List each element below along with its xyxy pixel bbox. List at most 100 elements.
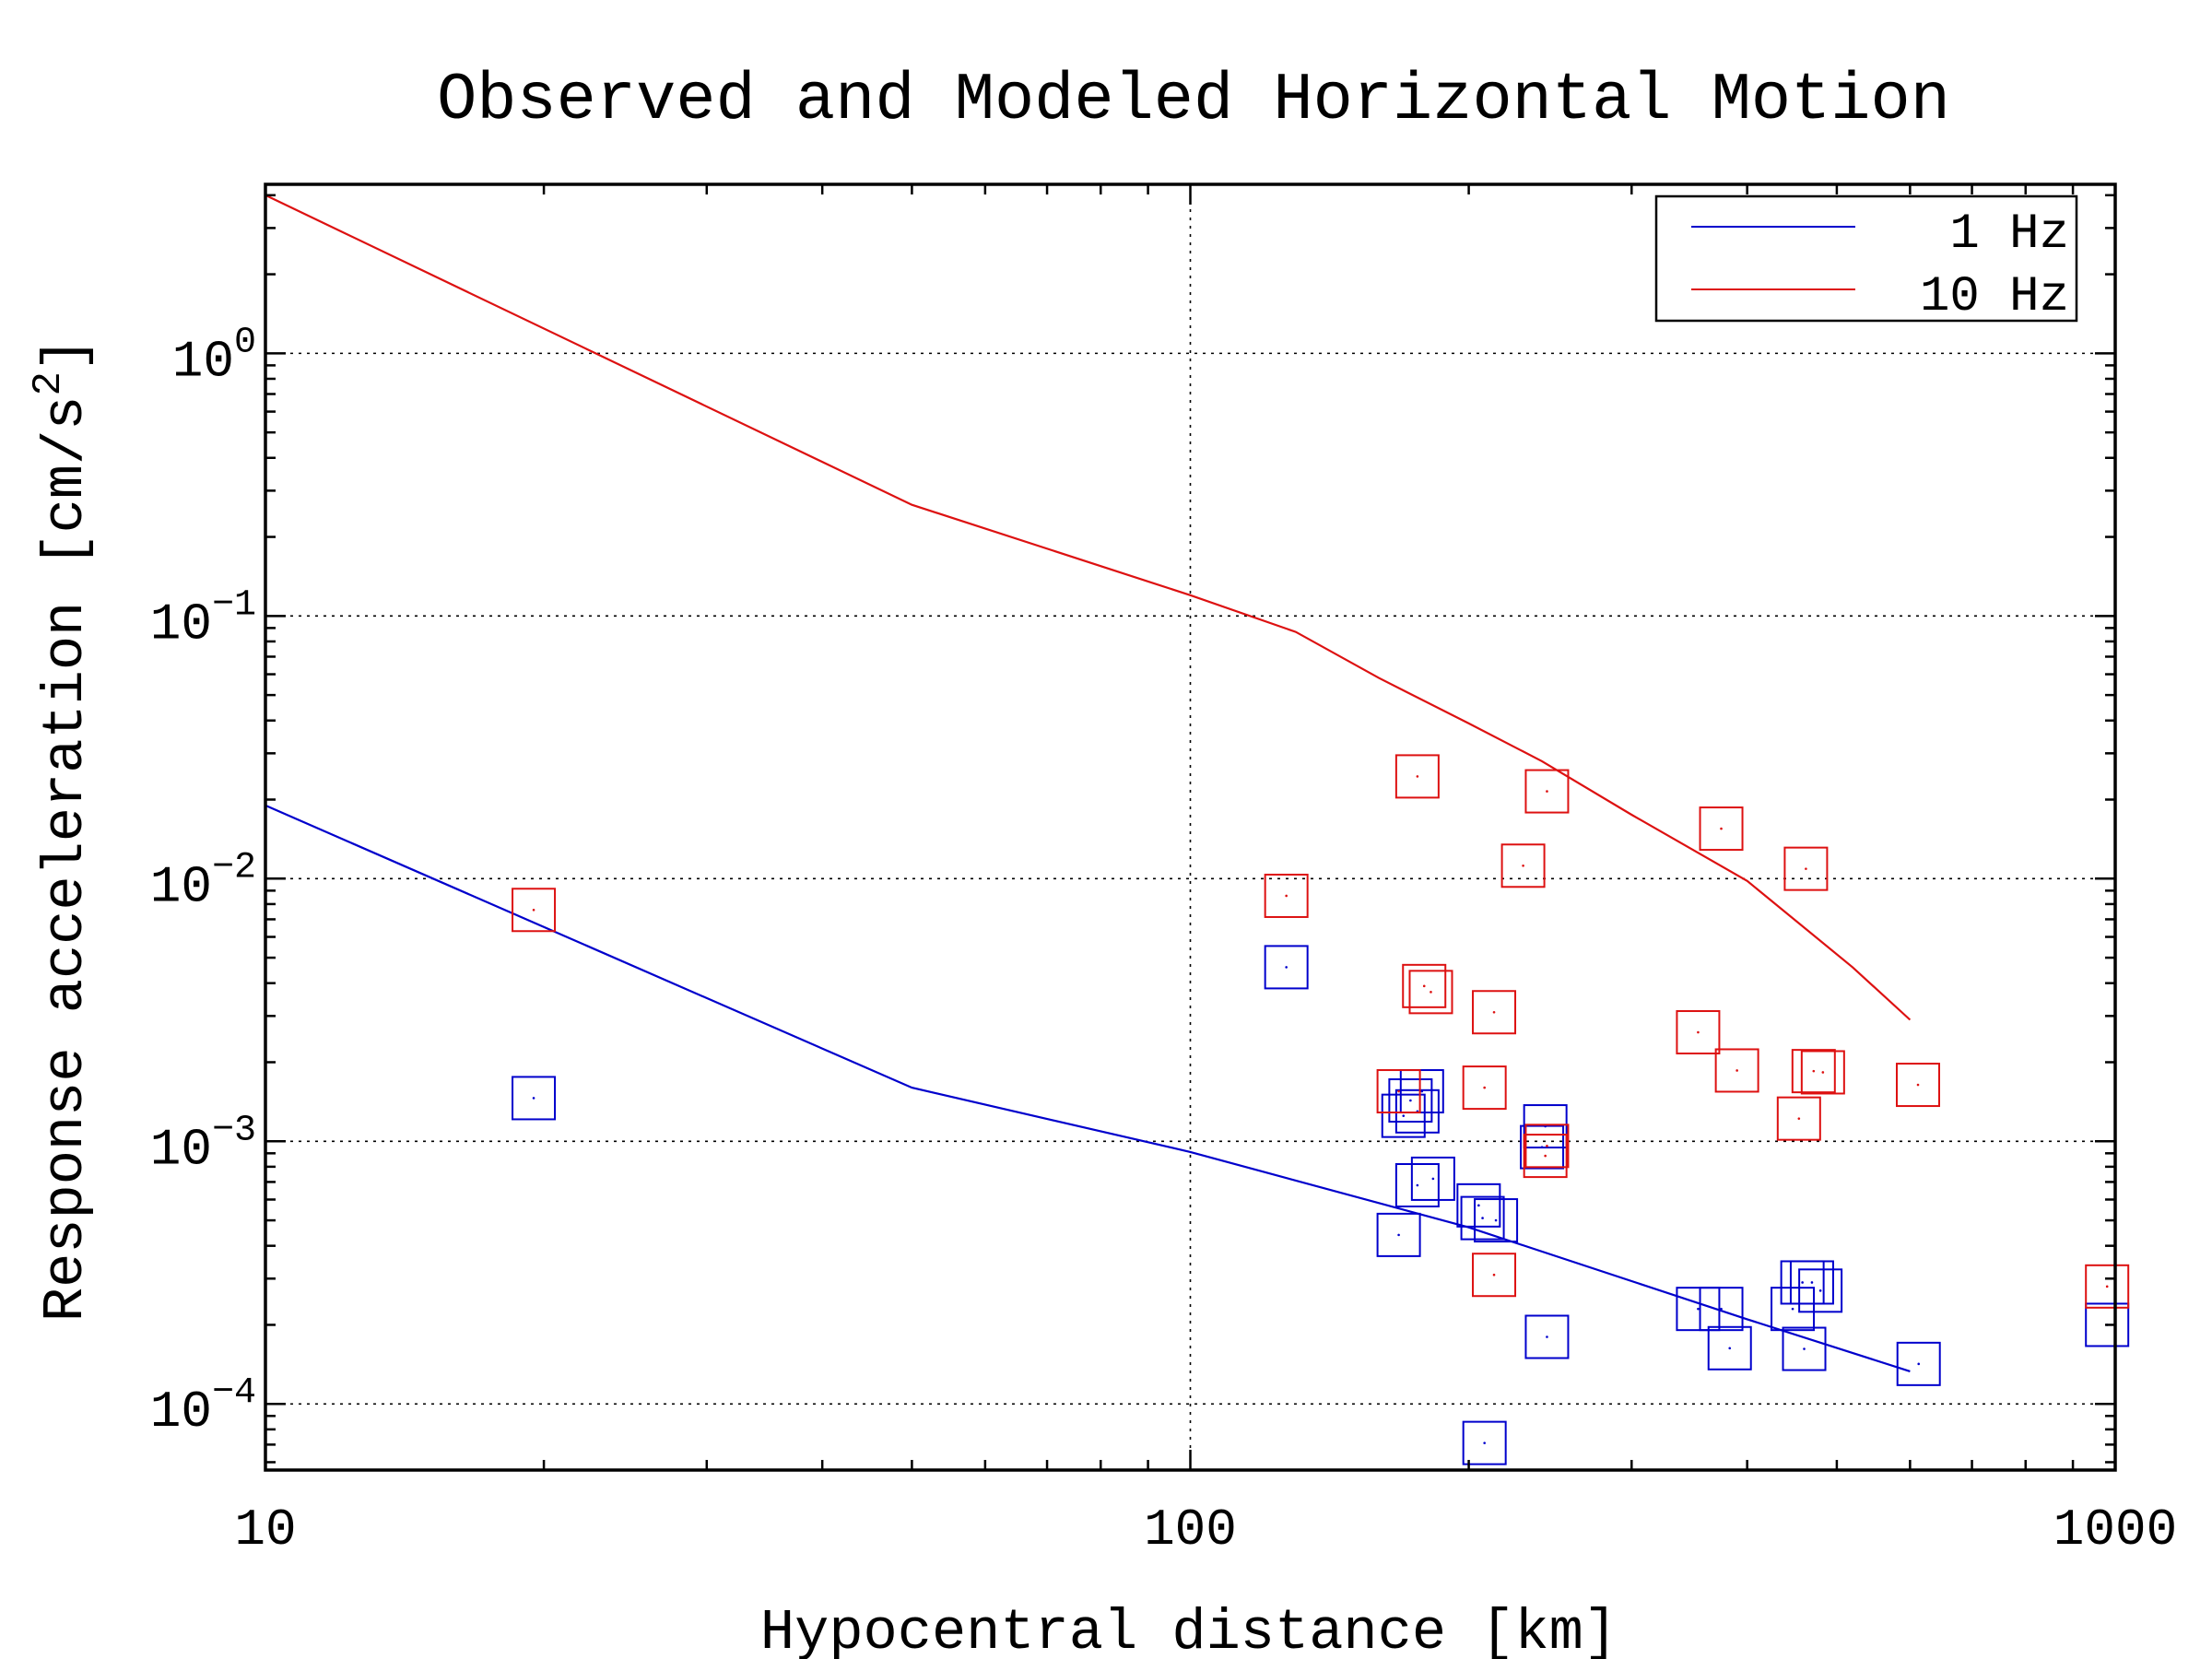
observation-center-dot (1803, 1347, 1806, 1350)
observation-center-dot (1546, 790, 1548, 793)
observation-point-10hz (1524, 1124, 1570, 1169)
observation-point-10hz (1394, 754, 1440, 799)
observation-point-1hz (512, 1076, 557, 1121)
y-tick-label-base: 10 (172, 332, 234, 391)
observation-center-dot (1397, 1233, 1400, 1237)
observation-point-10hz (1500, 843, 1546, 888)
observation-center-dot (1812, 1069, 1816, 1073)
observation-point-10hz (1783, 846, 1829, 891)
y-tick-label-base: 10 (150, 594, 212, 653)
observation-marker (1776, 1096, 1821, 1141)
y-axis-label-suffix: ] (33, 337, 99, 371)
observation-center-dot (1483, 1441, 1486, 1444)
observation-point-1hz (1410, 1156, 1455, 1201)
observation-center-dot (1801, 1281, 1804, 1284)
y-tick-label-base: 10 (150, 857, 212, 916)
observation-center-dot (1791, 1307, 1794, 1311)
observation-marker (1402, 963, 1447, 1008)
observation-marker (1783, 846, 1829, 891)
observation-marker (1394, 1088, 1440, 1134)
y-tick-label: 100 (172, 322, 256, 391)
x-tick-label: 100 (1144, 1500, 1237, 1559)
observation-center-dot (1402, 1114, 1406, 1117)
observation-center-dot (1810, 1281, 1814, 1284)
observation-center-dot (1697, 1307, 1700, 1311)
observation-center-dot (1546, 1335, 1548, 1338)
observation-point-10hz (1676, 1010, 1721, 1055)
observation-marker (1798, 1268, 1843, 1313)
observation-center-dot (1540, 1146, 1544, 1148)
observation-marker (1410, 1156, 1455, 1201)
observation-marker (1472, 1253, 1517, 1298)
observation-point-1hz (1520, 1124, 1565, 1170)
observation-marker (1676, 1010, 1721, 1055)
observation-marker (1388, 1078, 1433, 1124)
observation-point-1hz (1676, 1287, 1721, 1332)
observation-center-dot (1818, 1289, 1822, 1292)
observation-point-1hz (1771, 1287, 1816, 1332)
observation-marker (1376, 1212, 1421, 1257)
observation-point-1hz (1524, 1314, 1570, 1359)
observation-marker (1394, 754, 1440, 799)
observation-center-dot (532, 908, 535, 912)
observation-marker (1676, 1287, 1721, 1332)
observation-marker (1520, 1124, 1565, 1170)
observation-marker (1462, 1420, 1507, 1465)
observation-marker (1714, 1048, 1759, 1093)
observation-point-1hz (1376, 1212, 1421, 1257)
observation-center-dot (1416, 775, 1419, 778)
observation-center-dot (2105, 1285, 2109, 1288)
observation-point-10hz (1699, 806, 1744, 852)
observation-center-dot (1430, 991, 1432, 994)
observation-point-1hz (1474, 1198, 1519, 1243)
observation-point-1hz (1381, 1093, 1426, 1138)
observation-point-10hz (1472, 990, 1517, 1035)
legend-box (1654, 194, 2078, 323)
observation-marker (1791, 1049, 1836, 1094)
observation-point-1hz (1789, 1260, 1834, 1305)
observation-center-dot (1522, 864, 1524, 867)
observation-point-10hz (1462, 1065, 1507, 1111)
x-tick-label: 1000 (2053, 1500, 2177, 1559)
y-tick-label-exponent: −2 (212, 847, 256, 888)
x-axis-label: Hypocentral distance [km] (760, 1600, 1618, 1659)
y-tick-label: 10−3 (150, 1110, 256, 1179)
observation-center-dot (1492, 1010, 1496, 1014)
observation-center-dot (1492, 1273, 1496, 1277)
observation-point-1hz (1699, 1287, 1744, 1332)
legend-label-10hz: 10 Hz (1920, 269, 2069, 325)
observation-marker (1896, 1063, 1941, 1108)
observation-center-dot (1285, 966, 1288, 969)
observation-point-1hz (1896, 1341, 1941, 1386)
observation-center-dot (1546, 1145, 1548, 1147)
observation-point-10hz (1714, 1048, 1759, 1093)
observation-center-dot (1544, 1154, 1547, 1158)
y-tick-label: 10−1 (150, 584, 256, 653)
observation-point-1hz (1456, 1182, 1501, 1228)
y-tick-label: 10−2 (150, 847, 256, 916)
observation-center-dot (1431, 1177, 1435, 1181)
observation-point-1hz (1460, 1195, 1505, 1241)
observation-marker (1771, 1287, 1816, 1332)
observation-center-dot (1285, 894, 1288, 898)
y-tick-label-base: 10 (150, 1120, 212, 1179)
observation-point-1hz (1780, 1260, 1825, 1305)
observation-center-dot (532, 1097, 535, 1100)
legend-label-1hz: 1 Hz (1949, 206, 2069, 263)
observation-point-10hz (512, 888, 557, 933)
observation-point-1hz (1462, 1420, 1507, 1465)
y-tick-label-exponent: −3 (212, 1110, 256, 1151)
observation-center-dot (1416, 1183, 1419, 1187)
plot-series (265, 194, 2130, 1465)
observation-marker (1524, 1124, 1570, 1169)
observation-point-1hz (1798, 1268, 1843, 1313)
observation-marker (1264, 873, 1309, 918)
observation-center-dot (1409, 1099, 1412, 1102)
observation-center-dot (1477, 1204, 1480, 1207)
observation-marker (1523, 1134, 1568, 1179)
y-tick-label: 10−4 (150, 1372, 256, 1441)
observation-center-dot (1720, 1307, 1723, 1311)
axis-ticks (264, 184, 2115, 1470)
observation-marker (1456, 1182, 1501, 1228)
